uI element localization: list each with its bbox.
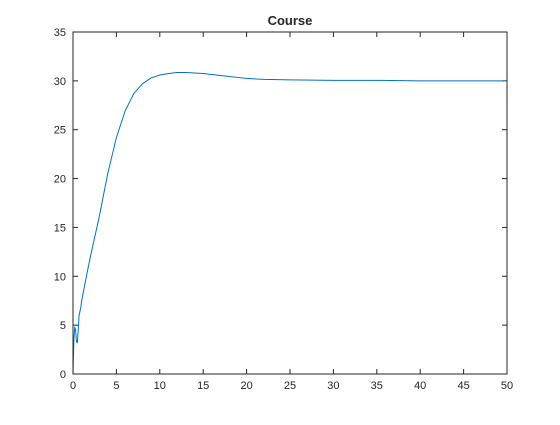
x-tick-label: 25 <box>284 380 296 392</box>
y-tick-label: 35 <box>54 27 66 39</box>
y-tick-label: 0 <box>60 369 66 381</box>
y-tick-label: 20 <box>54 174 66 186</box>
x-tick-label: 50 <box>501 380 513 392</box>
y-tick-label: 10 <box>54 271 66 283</box>
ticks-layer: 0 5 10 15 20 25 30 35 40 45 50 0 5 10 15 20 25 30 35 <box>54 27 513 392</box>
x-tick-label: 0 <box>70 380 76 392</box>
y-tick-label: 5 <box>60 320 66 332</box>
axes-box <box>72 31 508 375</box>
x-tick-label: 20 <box>240 380 252 392</box>
chart-title: Course <box>268 13 313 28</box>
x-tick-label: 30 <box>327 380 339 392</box>
series-layer <box>72 72 507 375</box>
x-tick-label: 35 <box>371 380 383 392</box>
x-tick-label: 15 <box>197 380 209 392</box>
x-tick-label: 45 <box>457 380 469 392</box>
y-tick-label: 15 <box>54 222 66 234</box>
x-tick-label: 10 <box>154 380 166 392</box>
y-tick-label: 30 <box>54 76 66 88</box>
x-tick-label: 40 <box>414 380 426 392</box>
axes-background <box>73 32 507 374</box>
series-line <box>72 72 507 375</box>
y-tick-label: 25 <box>54 125 66 137</box>
x-tick-label: 5 <box>113 380 119 392</box>
